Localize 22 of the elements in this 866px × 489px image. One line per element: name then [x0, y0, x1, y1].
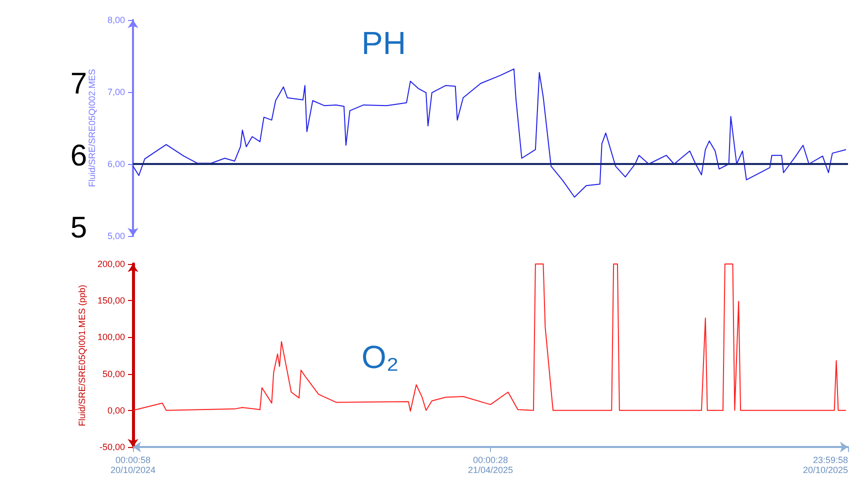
y-tick-label: 0,00	[107, 405, 125, 416]
y-tick-label: 100,00	[97, 332, 125, 342]
y-tick-label: 50,00	[102, 368, 125, 379]
x-tick-label: 00:00:58 20/10/2024	[110, 455, 156, 475]
y-axis-title: Fluid/SRE/SRE05QI002.MES	[87, 68, 98, 188]
text: O₂	[362, 339, 399, 375]
y-tick-label: 150,00	[97, 296, 125, 306]
y-axis-title: Fluid/SRE/SRE05QI001.MES (ppb)	[77, 284, 88, 426]
y-tick-label: -50,00	[99, 442, 125, 452]
text: 6	[70, 140, 87, 172]
line-series	[132, 264, 847, 412]
y-tick-label: 200,00	[97, 259, 125, 269]
x-tick-label: 23:59:58 20/10/2025	[802, 455, 848, 475]
line-series	[132, 68, 847, 198]
y-tick-label: 8,00	[107, 15, 125, 25]
text: 7	[70, 68, 87, 100]
x-tick-label: 00:00:28 21/04/2025	[468, 455, 514, 475]
chart-title: PH	[362, 25, 406, 61]
y-tick-label: 5,00	[107, 231, 125, 241]
text: 5	[70, 212, 87, 244]
y-tick-label: 7,00	[107, 87, 125, 97]
y-tick-label: 6,00	[107, 159, 125, 169]
